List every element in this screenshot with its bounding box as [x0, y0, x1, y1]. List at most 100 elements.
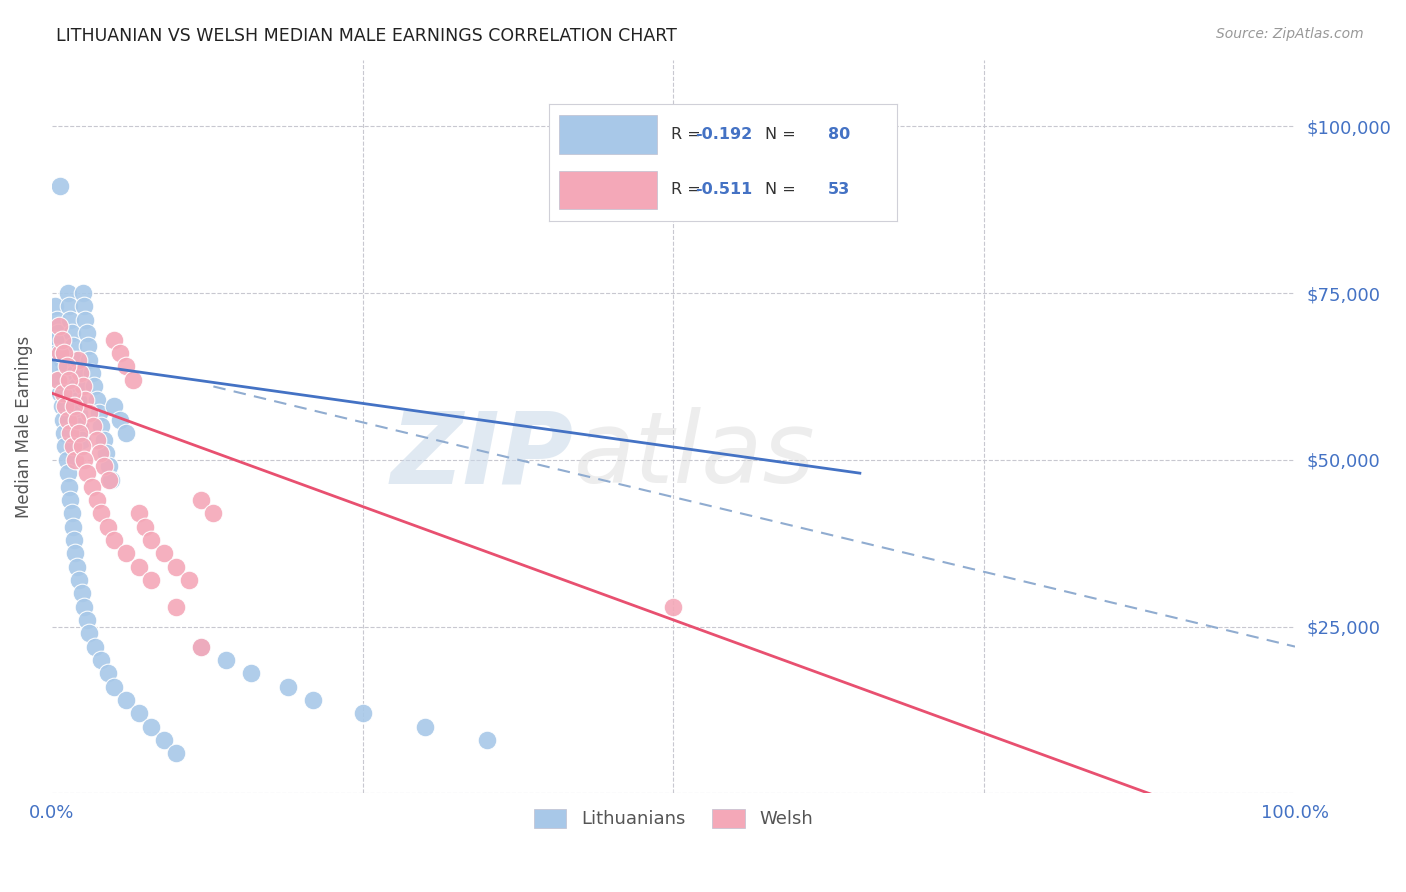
Point: [100, 473, 122, 487]
Point: [165, 599, 187, 614]
Point: [108, 346, 131, 360]
Point: [413, 720, 436, 734]
Point: [62, 440, 84, 454]
Point: [52, 386, 75, 401]
Point: [59, 426, 82, 441]
Point: [65, 559, 87, 574]
Point: [128, 506, 150, 520]
Point: [115, 546, 138, 560]
Point: [56, 286, 79, 301]
Text: ZIP: ZIP: [391, 408, 574, 504]
Point: [51, 352, 73, 367]
Point: [58, 300, 80, 314]
Point: [69, 366, 91, 380]
Point: [93, 433, 115, 447]
Point: [49, 179, 72, 194]
Text: LITHUANIAN VS WELSH MEDIAN MALE EARNINGS CORRELATION CHART: LITHUANIAN VS WELSH MEDIAN MALE EARNINGS…: [56, 27, 678, 45]
Y-axis label: Median Male Earnings: Median Male Earnings: [15, 335, 32, 517]
Point: [51, 400, 73, 414]
Point: [48, 373, 70, 387]
Point: [82, 419, 104, 434]
Point: [52, 366, 75, 380]
Point: [108, 413, 131, 427]
Point: [152, 546, 174, 560]
Point: [65, 379, 87, 393]
Point: [80, 479, 103, 493]
Point: [103, 533, 125, 547]
Point: [141, 720, 163, 734]
Point: [49, 346, 72, 360]
Text: Source: ZipAtlas.com: Source: ZipAtlas.com: [1216, 27, 1364, 41]
Point: [72, 379, 94, 393]
Point: [76, 466, 98, 480]
Point: [97, 459, 120, 474]
Point: [58, 373, 80, 387]
Point: [302, 693, 325, 707]
Point: [44, 300, 66, 314]
Point: [65, 413, 87, 427]
Point: [152, 733, 174, 747]
Point: [141, 533, 163, 547]
Point: [72, 286, 94, 301]
Point: [87, 406, 110, 420]
Point: [60, 326, 83, 340]
Point: [69, 419, 91, 434]
Point: [97, 519, 120, 533]
Point: [73, 300, 96, 314]
Point: [115, 693, 138, 707]
Point: [96, 446, 118, 460]
Point: [67, 426, 90, 441]
Point: [97, 666, 120, 681]
Point: [215, 653, 238, 667]
Point: [67, 406, 90, 420]
Point: [44, 333, 66, 347]
Point: [90, 653, 112, 667]
Point: [190, 492, 212, 507]
Point: [46, 359, 69, 374]
Point: [76, 613, 98, 627]
Point: [75, 312, 97, 326]
Point: [80, 366, 103, 380]
Point: [55, 440, 77, 454]
Point: [55, 392, 77, 407]
Point: [103, 680, 125, 694]
Point: [86, 392, 108, 407]
Point: [86, 433, 108, 447]
Point: [63, 352, 86, 367]
Point: [190, 640, 212, 654]
Legend: Lithuanians, Welsh: Lithuanians, Welsh: [527, 802, 820, 836]
Point: [77, 352, 100, 367]
Point: [60, 506, 83, 520]
Point: [55, 400, 77, 414]
Point: [76, 326, 98, 340]
Point: [70, 586, 93, 600]
Point: [70, 433, 93, 447]
Point: [165, 559, 187, 574]
Point: [55, 453, 77, 467]
Point: [352, 706, 374, 721]
Point: [45, 312, 67, 326]
Point: [45, 346, 67, 360]
Point: [46, 326, 69, 340]
Point: [128, 559, 150, 574]
Point: [58, 479, 80, 493]
Text: atlas: atlas: [574, 408, 815, 504]
Point: [83, 379, 105, 393]
Point: [59, 312, 82, 326]
Point: [65, 546, 87, 560]
Point: [277, 680, 299, 694]
Point: [66, 352, 89, 367]
Point: [73, 599, 96, 614]
Point: [65, 366, 87, 380]
Point: [662, 599, 685, 614]
Point: [141, 573, 163, 587]
Point: [177, 573, 200, 587]
Point: [53, 346, 76, 360]
Point: [103, 400, 125, 414]
Point: [70, 440, 93, 454]
Point: [53, 426, 76, 441]
Point: [202, 506, 225, 520]
Point: [103, 333, 125, 347]
Point: [86, 492, 108, 507]
Point: [49, 386, 72, 401]
